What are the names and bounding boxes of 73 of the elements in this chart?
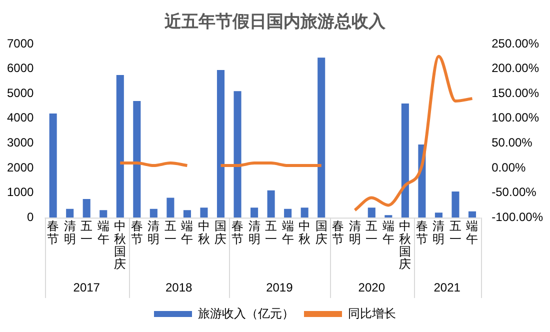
x-tick-label: 春节 <box>130 219 143 246</box>
y-tick-label: 4000 <box>6 110 34 125</box>
text: 2021 <box>434 280 461 294</box>
y-tick-label: 0 <box>27 210 34 224</box>
y-tick-label: 3000 <box>6 136 34 150</box>
bar <box>183 210 191 218</box>
bar <box>66 208 74 218</box>
y2-tick-label: 250.00% <box>492 36 540 50</box>
x-tick-label: 春节 <box>416 219 428 246</box>
legend-label: 同比增长 <box>348 306 396 320</box>
x-tick-label: 清明 <box>64 219 76 246</box>
bar <box>234 91 242 218</box>
bar <box>318 58 326 218</box>
y2-tick-label: -50.00% <box>492 185 537 200</box>
legend-label: 旅游收入（亿元） <box>198 306 294 320</box>
x-tick-label: 清明 <box>432 219 445 246</box>
bar <box>384 215 392 218</box>
x-tick-label: 清明 <box>248 219 260 246</box>
bar <box>452 192 460 218</box>
bar <box>166 198 174 218</box>
x-tick-label: 端午 <box>282 219 294 246</box>
x-tick-label: 清明 <box>348 219 361 246</box>
bar <box>100 210 108 218</box>
x-tick-label: 春节 <box>232 219 244 246</box>
bar <box>434 212 442 218</box>
text: 2020 <box>358 280 386 294</box>
y-tick-label: 1000 <box>6 185 34 200</box>
text: 2017 <box>73 280 100 294</box>
bar <box>368 208 376 218</box>
y2-tick-label: -100.00% <box>492 210 544 224</box>
bar <box>216 70 225 218</box>
bar <box>284 208 292 218</box>
x-tick-label: 中秋国庆 <box>114 219 126 272</box>
x-tick-label: 国庆 <box>214 219 227 246</box>
x-tick-label: 春节 <box>47 219 60 246</box>
x-tick-label: 清明 <box>148 219 160 246</box>
bar <box>200 208 208 218</box>
x-tick-label: 端午 <box>97 219 110 246</box>
bar <box>116 75 124 218</box>
bar <box>401 104 409 218</box>
x-tick-label: 国庆 <box>315 219 328 246</box>
bar <box>267 190 275 218</box>
x-tick-label: 春节 <box>332 219 344 246</box>
x-tick-label: 五一 <box>366 219 378 246</box>
y-tick-label: 2000 <box>6 160 34 174</box>
y2-tick-label: 50.00% <box>492 136 533 150</box>
y-tick-label: 5000 <box>6 86 34 100</box>
bar <box>49 113 57 218</box>
x-tick-label: 中秋 国庆 <box>399 219 412 272</box>
bar <box>468 211 476 218</box>
x-tick-label: 端午 <box>382 219 394 246</box>
bar <box>82 199 90 218</box>
y2-tick-label: 200.00% <box>492 61 540 76</box>
x-tick-label: 五一 <box>80 219 93 246</box>
bar <box>133 101 141 218</box>
x-tick-label: 五一 <box>164 219 176 246</box>
x-tick-label: 五一 <box>265 219 278 246</box>
text: 2019 <box>266 280 294 294</box>
x-tick-label: 端午 <box>181 219 194 246</box>
y-tick-label: 6000 <box>6 61 34 76</box>
text: 2018 <box>165 280 192 294</box>
y-tick-label: 7000 <box>6 36 34 50</box>
x-tick-label: 五一 <box>449 219 462 246</box>
y2-tick-label: 0.00% <box>492 160 526 174</box>
x-tick-label: 中秋 <box>198 219 210 246</box>
bar <box>300 208 308 218</box>
chart-title: 近五年节假日国内旅游总收入 <box>164 11 386 33</box>
bar <box>150 208 158 218</box>
y2-tick-label: 100.00% <box>492 110 540 125</box>
x-tick-label: 端午 <box>466 219 478 246</box>
bar <box>250 208 258 218</box>
y2-tick-label: 150.00% <box>492 86 540 100</box>
x-tick-label: 中秋 <box>298 219 311 246</box>
